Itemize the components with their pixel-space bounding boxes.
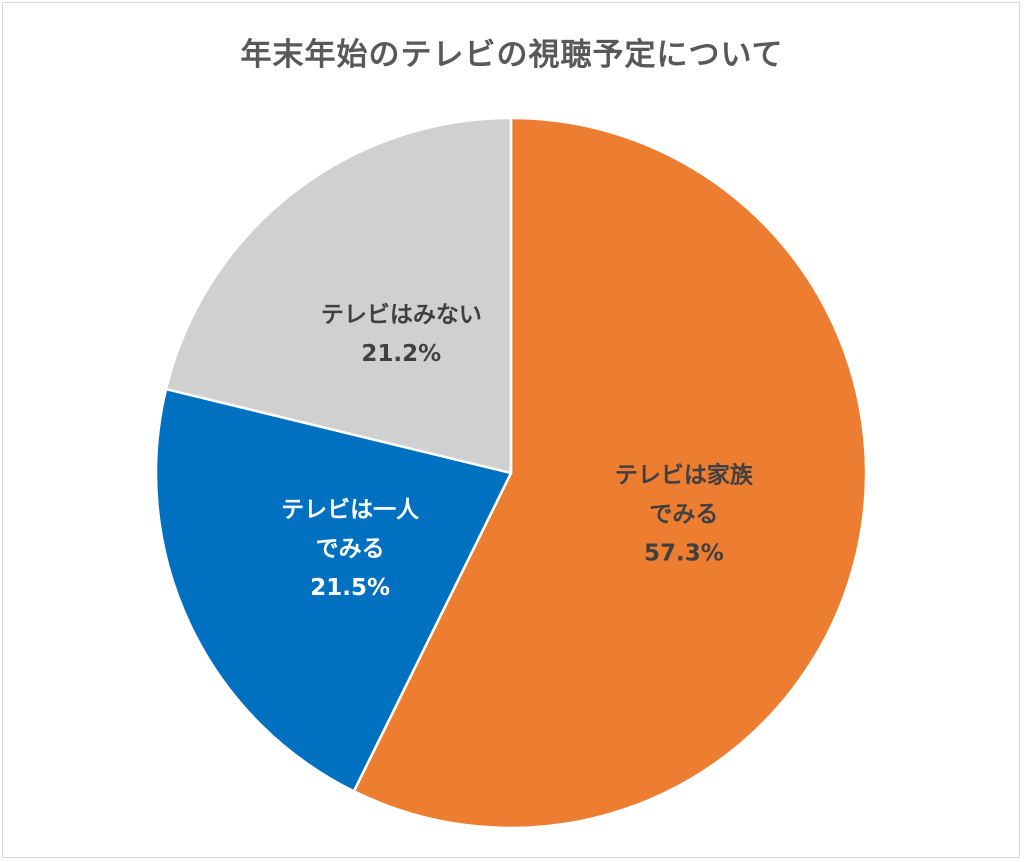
pie-value-label: 21.2%: [361, 341, 441, 367]
chart-title: 年末年始のテレビの視聴予定について: [240, 37, 784, 73]
pie-slices: [154, 116, 868, 830]
pie-label-0: テレビは家族でみる 57.3%: [615, 461, 754, 566]
pie-slice-1: [154, 387, 513, 793]
pie-label-text: テレビは一人: [281, 497, 420, 523]
pie-label-text: でみる: [316, 536, 385, 562]
pie-slice-2: [164, 116, 513, 475]
pie-slice-0: [352, 116, 868, 830]
pie-labels: テレビは家族でみる 57.3%テレビは一人でみる 21.5%テレビはみない 21.2%: [281, 302, 754, 601]
pie-label-text: テレビはみない: [321, 302, 482, 328]
pie-label-1: テレビは一人でみる 21.5%: [281, 497, 420, 601]
pie-label-text: でみる: [649, 501, 718, 527]
pie-label-2: テレビはみない 21.2%: [321, 302, 482, 367]
pie-value-label: 57.3%: [644, 540, 724, 566]
pie-label-text: テレビは家族: [615, 461, 754, 488]
pie-value-label: 21.5%: [310, 575, 390, 601]
